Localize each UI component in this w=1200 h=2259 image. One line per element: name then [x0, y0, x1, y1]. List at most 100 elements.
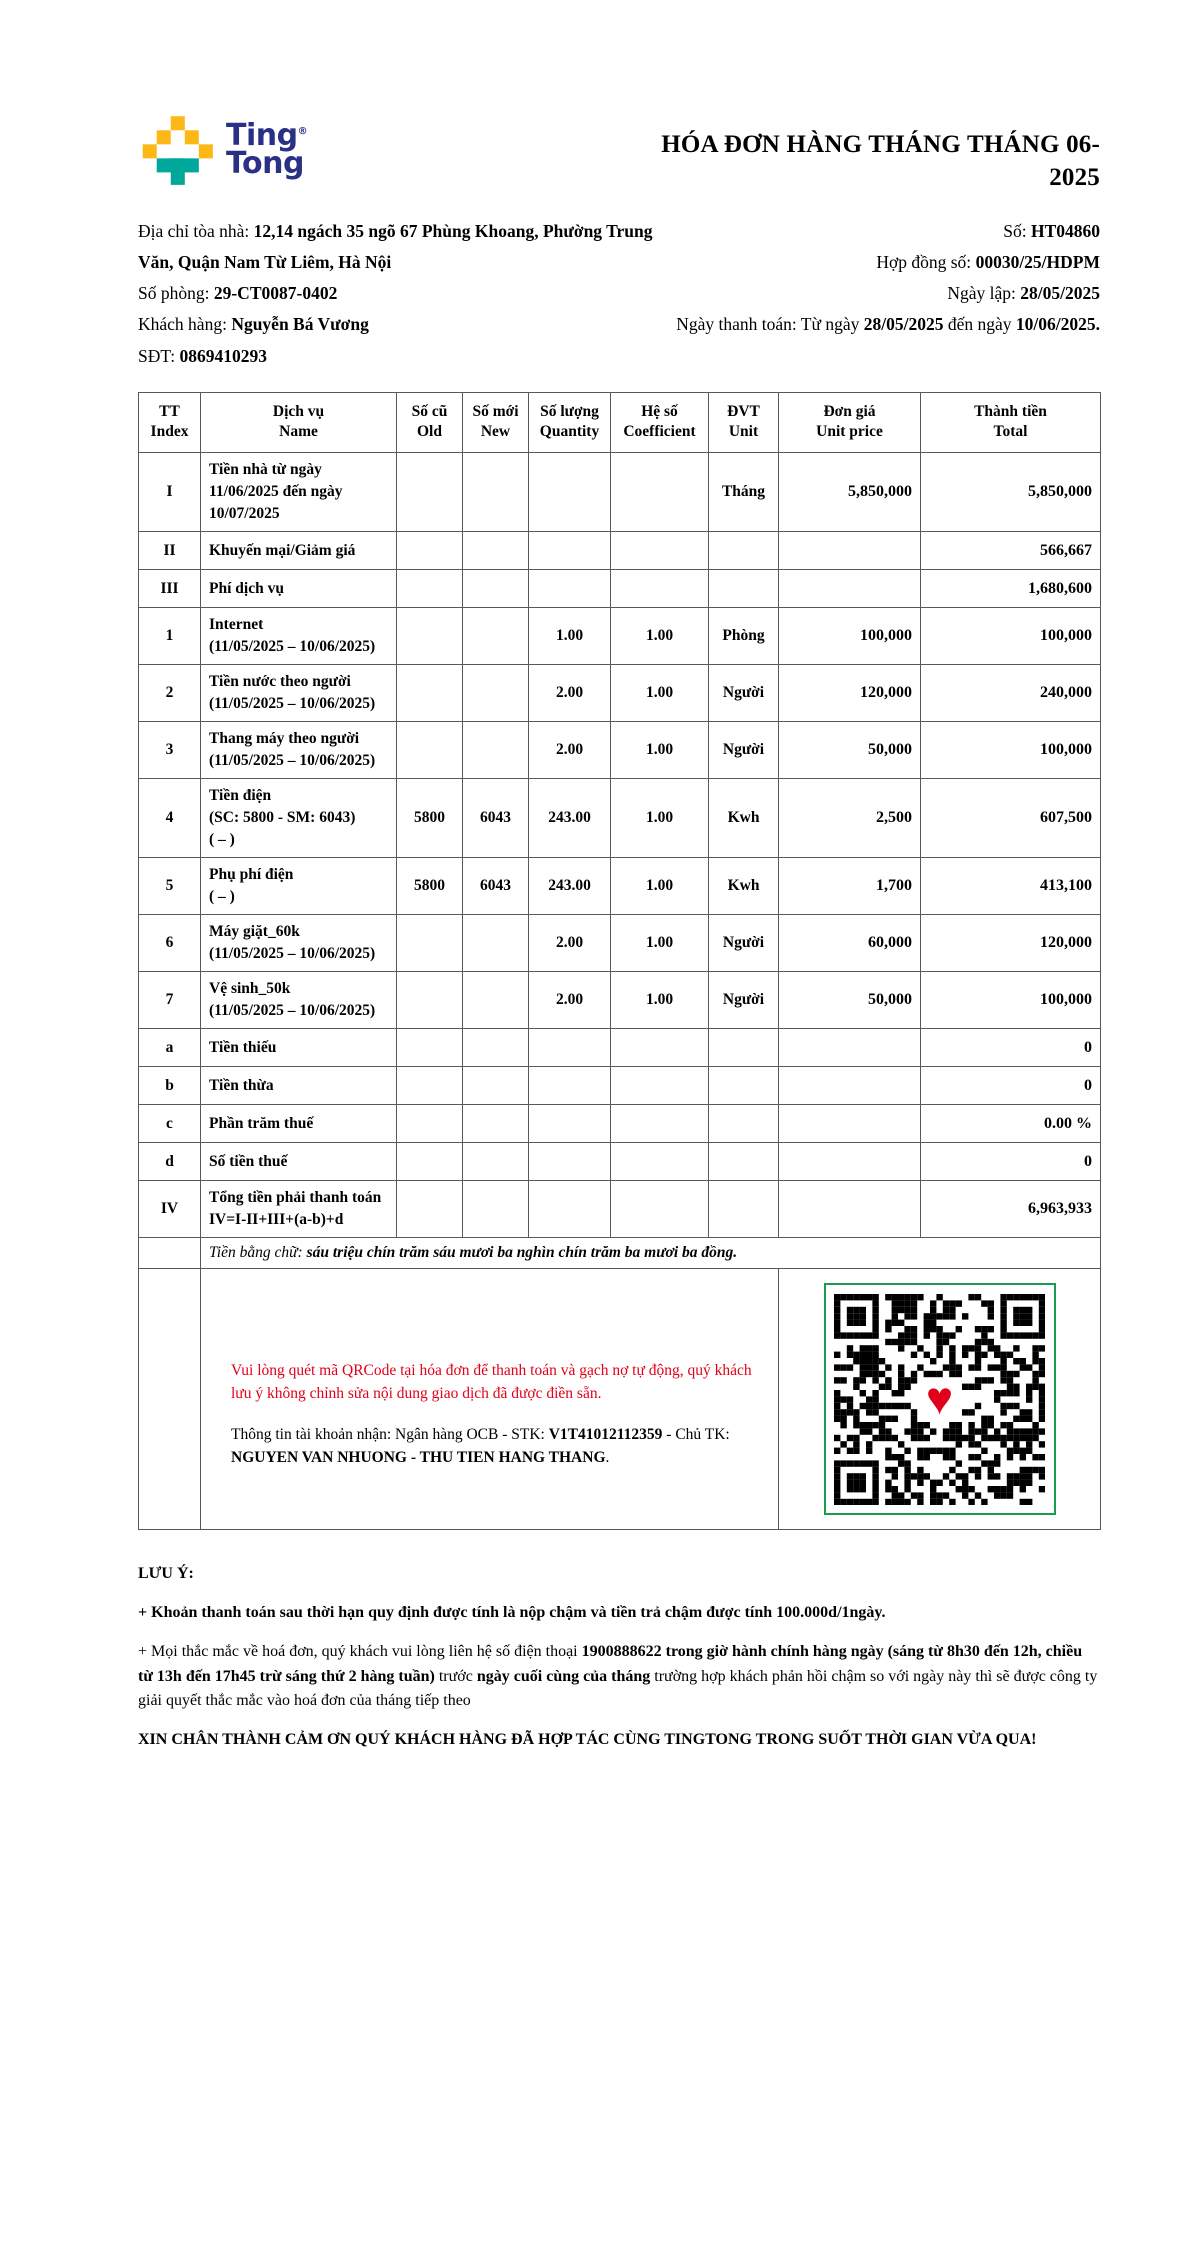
cell-total: 0 — [920, 1066, 1101, 1106]
cell-total: 100,000 — [920, 607, 1101, 666]
cell-unit — [708, 1142, 779, 1182]
cell-quantity — [528, 531, 611, 571]
cell-service-name: Phụ phí điện( – ) — [200, 857, 397, 916]
cell-old-reading — [396, 452, 463, 533]
footer-heading: LƯU Ý: — [138, 1565, 194, 1583]
cell-blank — [138, 1237, 201, 1270]
cell-unit — [708, 1028, 779, 1068]
column-header-vi: Đơn giá — [823, 402, 876, 420]
cell-unit-price: 120,000 — [778, 664, 921, 723]
column-header: Số mới New — [462, 391, 529, 454]
cell-old-reading — [396, 914, 463, 973]
cell-unit — [708, 1104, 779, 1144]
table-row: 4 Tiền điện (SC: 5800 - SM: 6043)( – ) 5800… — [138, 778, 1101, 859]
column-header: Đơn giá Unit price — [778, 391, 921, 454]
cell-index: IV — [138, 1180, 201, 1239]
cell-old-reading — [396, 664, 463, 723]
cell-index: 6 — [138, 914, 201, 973]
table-row: a Tiền thiếu 0 — [138, 1028, 1101, 1068]
cell-service-name: Tiền nhà từ ngày 11/06/2025 đến ngày 10/… — [200, 452, 397, 533]
cell-index: 4 — [138, 778, 201, 859]
cell-index: 3 — [138, 721, 201, 780]
cell-service-name: Vệ sinh_50k (11/05/2025 – 10/06/2025) — [200, 971, 397, 1030]
cell-index: 5 — [138, 857, 201, 916]
invoice-table-wrap: TT Index Dịch vụ Name Số cũ Old Số mới New Số lư… — [0, 372, 1200, 1531]
payment-info-row: Vui lòng quét mã QRCode tại hóa đơn để t… — [138, 1268, 1101, 1531]
cell-coefficient — [610, 452, 709, 533]
meta-contract-number: Hợp đồng số: 00030/25/HDPM — [676, 247, 1100, 278]
column-header-en: Coefficient — [623, 423, 696, 441]
qr-code[interactable]: ♥ — [823, 1283, 1056, 1516]
cell-unit: Phòng — [708, 607, 779, 666]
cell-service-name: Khuyến mại/Giảm giá — [200, 531, 397, 571]
cell-old-reading — [396, 1066, 463, 1106]
cell-old-reading — [396, 531, 463, 571]
cell-new-reading — [462, 1028, 529, 1068]
footer-note-late-fee: + Khoản thanh toán sau thời hạn quy định… — [138, 1604, 886, 1622]
meta-value: Nguyễn Bá Vương — [231, 314, 369, 335]
cell-unit-price — [778, 1066, 921, 1106]
cell-unit-price: 5,850,000 — [778, 452, 921, 533]
cell-new-reading — [462, 971, 529, 1030]
cell-index: b — [138, 1066, 201, 1106]
meta-value-2: 10/06/2025. — [1015, 314, 1100, 335]
table-row: 6 Máy giặt_60k (11/05/2025 – 10/06/2025) 2.… — [138, 914, 1101, 973]
meta-label-2: đến ngày — [947, 314, 1012, 335]
cell-coefficient: 1.00 — [610, 607, 709, 666]
tingtong-flower-icon — [142, 116, 213, 185]
cell-total: 0.00 % — [920, 1104, 1101, 1144]
cell-quantity — [528, 569, 611, 609]
meta-label: Số phòng: — [138, 283, 210, 304]
cell-new-reading — [462, 1066, 529, 1106]
cell-quantity: 2.00 — [528, 914, 611, 973]
cell-coefficient: 1.00 — [610, 778, 709, 859]
cell-unit-price: 50,000 — [778, 721, 921, 780]
brand-name-line1: Ting — [226, 117, 298, 153]
meta-room-number: Số phòng: 29-CT0087-0402 — [138, 278, 676, 309]
cell-quantity — [528, 1066, 611, 1106]
cell-service-name: Phí dịch vụ — [200, 569, 397, 609]
column-header: TT Index — [138, 391, 201, 454]
cell-index: 7 — [138, 971, 201, 1030]
cell-coefficient: 1.00 — [610, 971, 709, 1030]
heart-icon: ♥ — [925, 1373, 954, 1425]
cell-unit: Kwh — [708, 778, 779, 859]
cell-unit: Tháng — [708, 452, 779, 533]
table-row: d Số tiền thuế 0 — [138, 1142, 1101, 1182]
cell-service-name: Tiền thiếu — [200, 1028, 397, 1068]
cell-service-name: Tiền điện (SC: 5800 - SM: 6043)( – ) — [200, 778, 397, 859]
cell-new-reading — [462, 1180, 529, 1239]
cell-service-name: Số tiền thuế — [200, 1142, 397, 1182]
column-header: Số cũ Old — [396, 391, 463, 454]
cell-index: III — [138, 569, 201, 609]
invoice-table: TT Index Dịch vụ Name Số cũ Old Số mới New Số lư… — [138, 391, 1101, 1531]
meta-label: Địa chỉ tòa nhà: — [138, 221, 250, 241]
cell-new-reading — [462, 664, 529, 723]
cell-unit: Kwh — [708, 857, 779, 916]
cell-total: 120,000 — [920, 914, 1101, 973]
meta-value: 0869410293 — [179, 345, 267, 366]
qr-pattern — [833, 1293, 1046, 1505]
column-header-vi: Số cũ — [411, 402, 448, 420]
cell-coefficient: 1.00 — [610, 664, 709, 723]
cell-old-reading: 5800 — [396, 778, 463, 859]
qr-code-cell[interactable]: ♥ — [778, 1268, 1101, 1531]
meta-value: 12,14 ngách 35 ngõ 67 Phùng Khoang, Phườ… — [138, 221, 653, 273]
cell-new-reading: 6043 — [462, 778, 529, 859]
bank-account-holder: NGUYEN VAN NHUONG - THU TIEN HANG THANG — [231, 1449, 606, 1467]
column-header-vi: Số mới — [472, 402, 519, 420]
cell-total: 100,000 — [920, 971, 1101, 1030]
cell-quantity: 243.00 — [528, 778, 611, 859]
column-header-en: Unit — [728, 423, 759, 441]
cell-total: 566,667 — [920, 531, 1101, 571]
meta-invoice-number: Số: HT04860 — [676, 216, 1100, 247]
cell-quantity — [528, 1142, 611, 1182]
column-header-vi: ĐVT — [727, 402, 760, 420]
cell-quantity: 2.00 — [528, 664, 611, 723]
cell-new-reading — [462, 721, 529, 780]
meta-customer-name: Khách hàng: Nguyễn Bá Vương — [138, 309, 676, 340]
footer-notes: LƯU Ý: + Khoản thanh toán sau thời hạn q… — [0, 1530, 1200, 1792]
table-header-row: TT Index Dịch vụ Name Số cũ Old Số mới New Số lư… — [138, 391, 1101, 454]
cell-blank — [138, 1268, 201, 1531]
column-header-en: Name — [279, 423, 318, 441]
